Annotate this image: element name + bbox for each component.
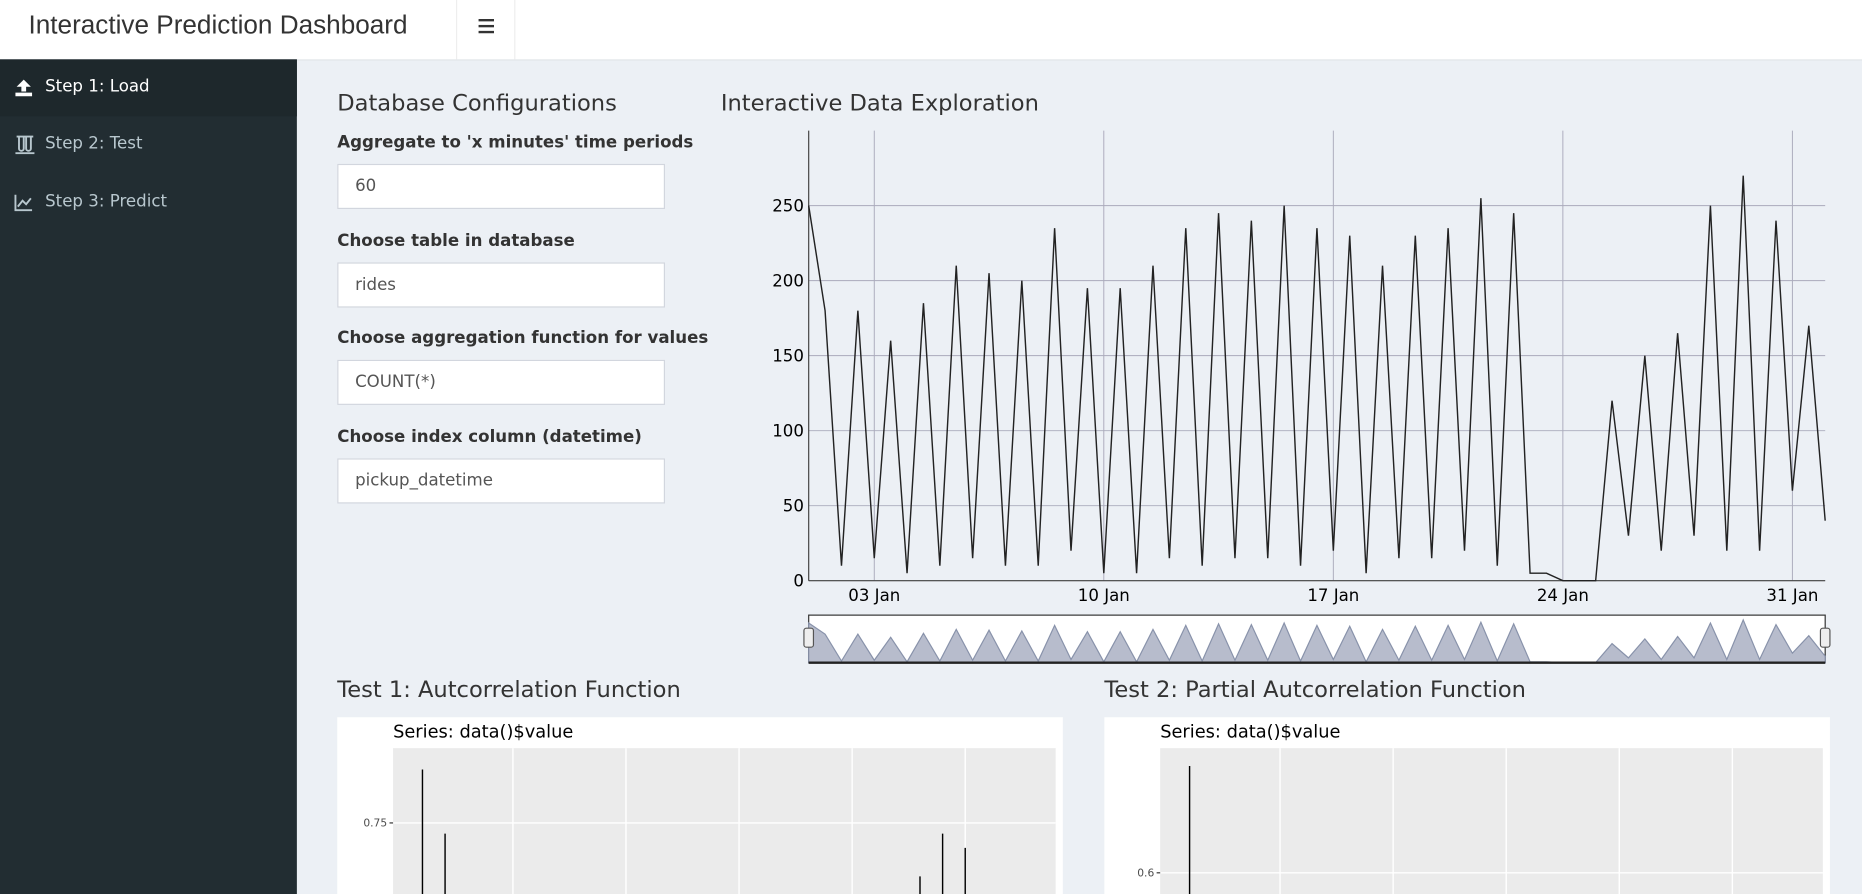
app-title: Interactive Prediction Dashboard: [28, 9, 408, 40]
x-tick-label: 31 Jan: [1766, 586, 1818, 605]
y-tick-label: 150: [772, 347, 804, 366]
y-tick-label: 50: [783, 497, 804, 516]
line-chart: 0 50 100 150 200 250 03 Jan 10 Jan 17 Jan 24 Jan 3…: [772, 130, 1831, 664]
section-title: Test 2: Partial Autcorrelation Function: [1104, 676, 1526, 703]
y-tick-label: 0.75: [363, 817, 387, 830]
chart-subtitle: Series: data()$value: [393, 721, 573, 742]
menu-item[interactable]: Step 3: Predict: [0, 175, 297, 232]
menu-icon: [478, 19, 494, 34]
y-tick-label: 250: [772, 197, 804, 216]
field-label: Choose index column (datetime): [337, 426, 642, 446]
field-label: Aggregate to 'x minutes' time periods: [337, 133, 694, 152]
sidebar-toggle[interactable]: [456, 0, 516, 60]
acf-chart: Series: data()$value5101520250.75: [337, 717, 1063, 894]
slider-handle[interactable]: [1819, 627, 1831, 648]
text-input[interactable]: rides: [337, 261, 665, 307]
field-label: Choose table in database: [337, 230, 575, 250]
x-tick-label: 03 Jan: [848, 586, 900, 605]
field-label: Choose aggregation function for values: [337, 328, 709, 348]
x-tick-label: 24 Jan: [1537, 586, 1589, 605]
plot-area: [1160, 748, 1823, 894]
y-tick-label: 100: [772, 422, 804, 441]
upload-icon: [15, 79, 33, 97]
y-tick-label: 0: [793, 572, 804, 591]
chart-subtitle: Series: data()$value: [1160, 721, 1340, 742]
menu-label: Step 3: Predict: [45, 192, 167, 212]
acf-chart: Series: data()$value5101520250.6: [1104, 717, 1830, 894]
data-line: [807, 175, 1826, 582]
menu-item[interactable]: Step 2: Test: [0, 116, 297, 173]
menu-label: Step 1: Load: [45, 77, 150, 97]
y-tick-label: 200: [772, 272, 804, 291]
slider-area: [808, 618, 1826, 664]
text-input[interactable]: pickup_datetime: [337, 457, 665, 503]
chart-icon: [14, 194, 33, 212]
slider-handle[interactable]: [803, 627, 815, 648]
section-title: Database Configurations: [337, 90, 617, 117]
menu-item[interactable]: Step 1: Load: [0, 59, 297, 117]
header: Interactive Prediction Dashboard: [0, 0, 1862, 61]
x-tick-label: 10 Jan: [1078, 586, 1130, 605]
plot-area: [393, 748, 1056, 894]
sidebar: Step 1: Load Step 2: Test Step 3: Predic…: [0, 59, 297, 894]
text-input[interactable]: 60: [337, 163, 665, 209]
section-title: Interactive Data Exploration: [720, 90, 1039, 117]
test-icon: [15, 135, 35, 155]
menu-label: Step 2: Test: [45, 134, 143, 154]
y-tick-label: 0.6: [1137, 866, 1154, 879]
section-title: Test 1: Autcorrelation Function: [337, 676, 681, 703]
x-tick-label: 17 Jan: [1307, 586, 1359, 605]
text-input[interactable]: COUNT(*): [337, 359, 665, 405]
